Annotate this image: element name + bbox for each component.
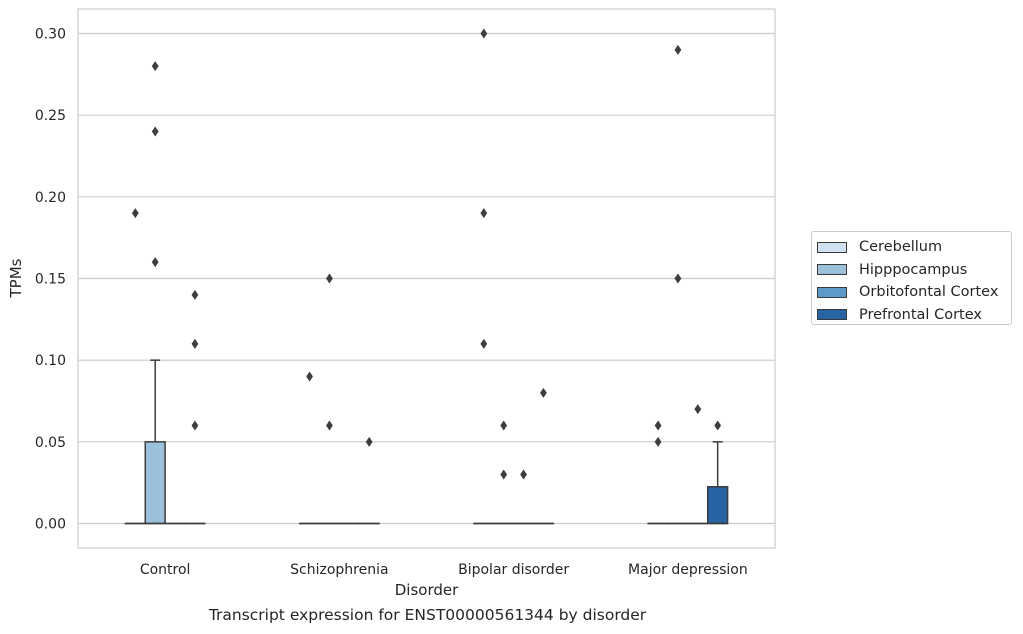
x-tick-label: Major depression [628,562,748,578]
outlier-point [326,273,333,284]
legend-label: Cerebellum [859,239,943,256]
legend-swatch [817,309,847,321]
x-tick-label: Bipolar disorder [458,562,569,578]
x-axis-label: Disorder [395,581,459,599]
x-tick-labels: Control Schizophrenia Bipolar disorder Majo… [140,562,748,578]
y-tick-label: 0.05 [35,435,66,451]
y-tick-label: 0.30 [35,27,66,43]
boxes [124,359,729,525]
y-tick-label: 0.00 [35,517,66,533]
y-tick-label: 0.20 [35,190,66,206]
legend-label: Orbitofontal Cortex [859,284,999,301]
outlier-point [694,404,702,415]
outlier-point [540,387,547,398]
outlier-point [151,257,159,268]
legend-swatch [817,264,847,276]
box-body [706,486,729,525]
outlier-points [131,28,722,480]
y-tick-label: 0.25 [35,108,66,124]
legend-item-hippocampus: Hipppocampus [817,259,1011,282]
outlier-point [131,208,139,219]
legend-swatch [817,241,847,253]
outlier-point [500,420,508,431]
legend-swatch [817,286,847,298]
outlier-point [480,338,488,349]
y-tick-label: 0.15 [35,272,66,288]
outlier-point [480,208,488,219]
outlier-point [480,28,488,39]
legend-item-cerebellum: Cerebellum [817,236,1011,259]
legend-item-prefrontal-cortex: Prefrontal Cortex [817,304,1011,327]
outlier-point [520,469,527,480]
outlier-point [365,436,373,447]
outlier-point [500,469,508,480]
outlier-point [674,273,682,284]
box [144,359,166,525]
outlier-point [714,420,722,431]
outlier-point [326,420,333,431]
box-body [144,441,166,525]
legend: Cerebellum Hipppocampus Orbitofontal Cor… [811,231,1012,325]
y-axis-label: TPMs [7,258,25,298]
outlier-point [151,61,159,72]
legend-label: Hipppocampus [859,261,968,278]
chart-caption: Transcript expression for ENST0000056134… [208,606,647,624]
outlier-point [191,289,199,300]
x-tick-label: Control [140,562,191,578]
legend-label: Prefrontal Cortex [859,306,982,323]
outlier-point [654,420,662,431]
outlier-point [151,126,159,137]
outlier-point [654,436,662,447]
outlier-point [674,44,682,55]
outlier-point [306,371,313,382]
x-tick-label: Schizophrenia [290,562,388,578]
box [706,441,729,525]
outlier-point [191,420,199,431]
y-tick-labels: 0.00 0.05 0.10 0.15 0.20 0.25 0.30 [35,27,66,533]
outlier-point [191,338,199,349]
legend-item-orbitofrontal-cortex: Orbitofontal Cortex [817,281,1011,304]
y-tick-label: 0.10 [35,353,66,369]
